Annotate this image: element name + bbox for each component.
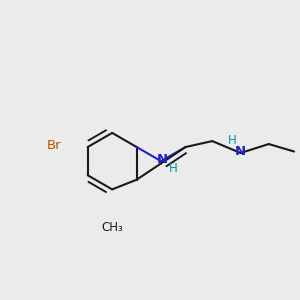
Text: H: H [228, 134, 237, 147]
Text: CH₃: CH₃ [101, 220, 123, 234]
Text: Br: Br [46, 139, 61, 152]
Text: N: N [234, 145, 245, 158]
Text: N: N [157, 153, 168, 166]
Text: H: H [169, 162, 178, 175]
